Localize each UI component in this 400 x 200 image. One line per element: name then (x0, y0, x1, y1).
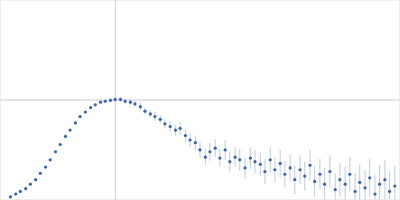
point (259, 163, 262, 166)
point (74, 121, 77, 124)
point (119, 98, 122, 101)
point (153, 115, 156, 118)
point (59, 143, 62, 146)
point (133, 102, 136, 105)
point (238, 158, 241, 161)
point (373, 192, 376, 195)
point (328, 170, 331, 173)
point (224, 148, 227, 151)
point (29, 183, 32, 186)
point (84, 110, 87, 113)
point (149, 112, 152, 115)
point (64, 135, 67, 138)
point (273, 168, 276, 171)
point (143, 110, 146, 113)
point (14, 192, 17, 195)
point (49, 158, 52, 161)
point (114, 98, 117, 101)
point (159, 118, 162, 121)
point (289, 166, 292, 169)
point (44, 165, 47, 168)
point (163, 122, 166, 125)
point (243, 166, 246, 169)
point (174, 129, 177, 132)
point (323, 183, 326, 186)
point (194, 141, 197, 144)
point (308, 164, 311, 167)
point (334, 188, 337, 191)
point (338, 178, 341, 181)
point (204, 156, 207, 159)
point (218, 156, 221, 159)
point (198, 148, 201, 151)
point (388, 190, 391, 193)
error-bar (389, 172, 390, 200)
point (94, 103, 97, 106)
point (293, 178, 296, 181)
point (99, 101, 102, 104)
error-bar (394, 166, 395, 199)
point (208, 150, 211, 153)
point (263, 170, 266, 173)
point (368, 176, 371, 179)
point (234, 156, 237, 159)
error-bar (374, 175, 375, 199)
point (104, 100, 107, 103)
point (348, 173, 351, 176)
point (78, 115, 81, 118)
error-bar (335, 173, 336, 199)
point (179, 127, 182, 130)
point (89, 106, 92, 109)
y-grid-line (1, 100, 400, 101)
data-points (9, 97, 397, 200)
point (303, 174, 306, 177)
error-bar (365, 170, 366, 200)
point (313, 180, 316, 183)
point (358, 181, 361, 184)
point (249, 156, 252, 159)
point (353, 190, 356, 193)
plot-frame (1, 1, 400, 200)
point (129, 101, 132, 104)
point (19, 190, 22, 193)
chart (0, 0, 400, 200)
point (54, 150, 57, 153)
error-bar (379, 165, 380, 199)
point (298, 168, 301, 171)
point (279, 162, 282, 165)
error-bar (355, 173, 356, 199)
point (269, 158, 272, 161)
point (24, 187, 27, 190)
point (169, 125, 172, 128)
point (34, 178, 37, 181)
point (383, 178, 386, 181)
point (9, 195, 12, 198)
point (39, 172, 42, 175)
point (363, 186, 366, 189)
point (393, 184, 396, 187)
point (68, 129, 71, 132)
point (214, 147, 217, 150)
point (124, 100, 127, 103)
point (318, 173, 321, 176)
point (283, 173, 286, 176)
point (228, 160, 231, 163)
point (253, 160, 256, 163)
point (184, 134, 187, 137)
point (109, 99, 112, 102)
point (378, 183, 381, 186)
point (188, 138, 191, 141)
point (139, 105, 142, 108)
point (344, 183, 347, 186)
